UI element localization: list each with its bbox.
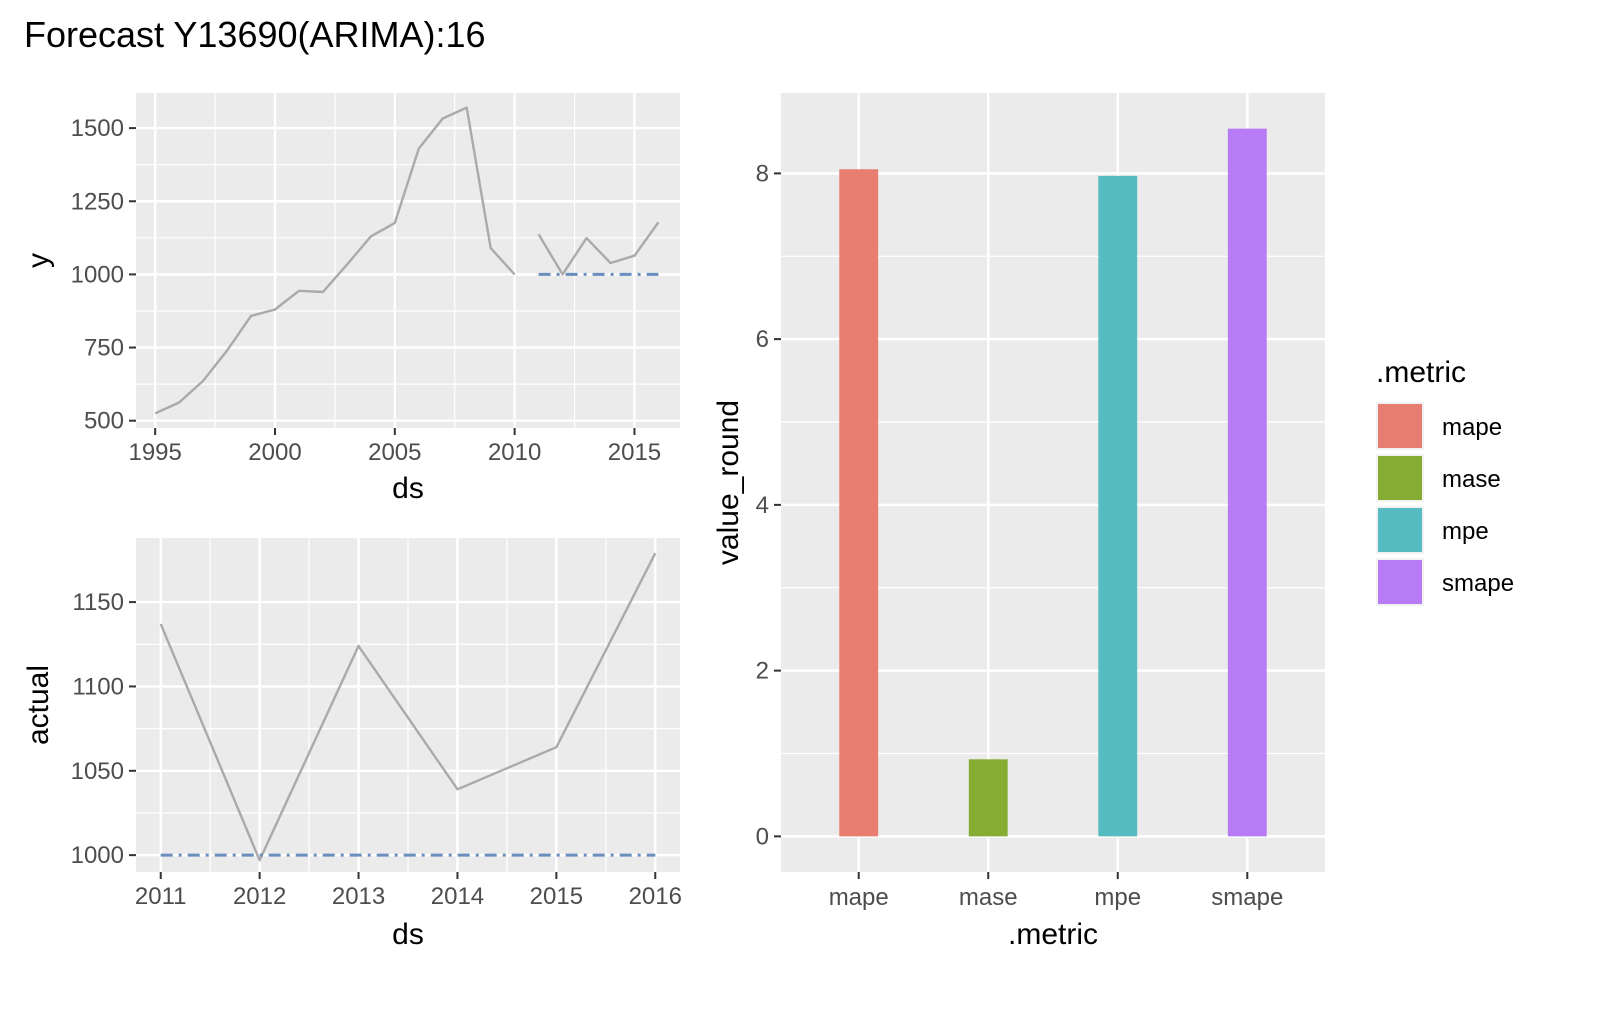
bar-y-tick-label: 8 [756,160,769,187]
bar-mase [968,759,1008,837]
top-x-tick-label: 2015 [608,439,661,466]
top-x-tick-label: 2005 [368,439,421,466]
bar-y-tick-label: 2 [756,658,769,685]
top-x-tick-label: 1995 [128,439,181,466]
top-panel [136,93,680,428]
legend-title: .metric [1376,356,1466,389]
top-line-chart: 1995 2000 2005 2010 2015 500 750 1000 1250 1500 ds… [22,93,680,505]
bar-x-tick-label-smape: smape [1211,884,1283,911]
legend-label-mase: mase [1442,466,1501,493]
legend-swatch-smape [1378,560,1422,604]
bottom-x-tick-label: 2014 [431,883,484,910]
legend-swatch-mase [1378,456,1422,500]
bar-x-axis-title: .metric [1008,918,1098,951]
top-x-tick-label: 2010 [488,439,541,466]
bottom-y-tick-label: 1150 [72,589,124,616]
bar-y-tick-label: 4 [756,492,769,519]
chart-title: Forecast Y13690(ARIMA):16 [24,14,486,55]
bar-mape [839,169,879,837]
bar-x-tick-label-mape: mape [829,884,889,911]
bottom-line-chart: 2011 2012 2013 2014 2015 2016 1000 1050 1100 1150… [22,538,682,951]
bottom-x-tick-label: 2016 [629,883,682,910]
top-y-tick-label: 1250 [71,188,124,215]
legend-label-mpe: mpe [1442,518,1489,545]
bar-mpe [1098,175,1138,837]
bottom-y-tick-label: 1050 [71,758,124,785]
bottom-y-tick-label: 1000 [71,842,124,869]
bottom-x-tick-label: 2013 [332,883,385,910]
bottom-x-tick-label: 2012 [233,883,286,910]
top-actual-series-line [154,106,516,415]
legend-swatch-mpe [1378,508,1422,552]
bar-y-tick-label: 0 [756,823,769,850]
bottom-x-axis-title: ds [392,918,424,951]
bar-x-tick-label-mpe: mpe [1094,884,1141,911]
bottom-x-tick-label: 2011 [135,883,187,910]
top-x-axis-title: ds [392,472,424,505]
legend-label-smape: smape [1442,570,1514,597]
bar-x-tick-label-mase: mase [959,884,1018,911]
bottom-y-axis-title: actual [22,665,55,745]
bottom-x-tick-label: 2015 [530,883,583,910]
top-y-tick-label: 1000 [71,261,124,288]
metric-bar-chart: 0 2 4 6 8 mape mase mpe smape .metric value_round [712,93,1325,951]
top-y-tick-label: 1500 [71,115,124,142]
legend-swatch-mape [1378,404,1422,448]
bar-y-axis-title: value_round [712,400,745,565]
bottom-actual-series-line [159,552,657,862]
legend-label-mape: mape [1442,414,1502,441]
top-y-tick-label: 500 [84,408,124,435]
top-y-axis-title: y [22,253,55,268]
bar-y-tick-label: 6 [756,326,769,353]
top-y-tick-label: 750 [84,335,124,362]
bottom-y-tick-label: 1100 [72,673,124,700]
bar-smape [1227,128,1267,837]
metric-legend: .metric mape mase mpe smape [1376,356,1514,606]
top-actual-series-line [537,221,660,276]
top-x-tick-label: 2000 [248,439,301,466]
